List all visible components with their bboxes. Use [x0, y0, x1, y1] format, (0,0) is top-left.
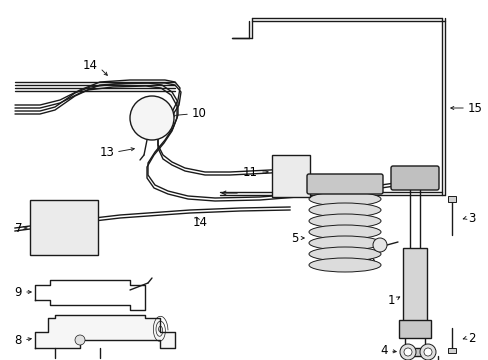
Circle shape	[75, 335, 85, 345]
Circle shape	[423, 348, 431, 356]
Text: 2: 2	[467, 332, 474, 345]
Text: 7: 7	[15, 221, 22, 234]
Circle shape	[372, 238, 386, 252]
Text: 4: 4	[380, 343, 387, 356]
Bar	[402, 248, 426, 333]
FancyBboxPatch shape	[390, 166, 438, 190]
Bar	[400, 348, 428, 356]
Text: 14: 14	[82, 59, 97, 72]
Ellipse shape	[308, 247, 380, 261]
Polygon shape	[35, 315, 175, 348]
Text: 11: 11	[243, 166, 258, 179]
Ellipse shape	[308, 203, 380, 217]
Bar	[447, 348, 455, 353]
Text: 12: 12	[329, 189, 345, 202]
Text: 10: 10	[192, 107, 206, 120]
Text: 15: 15	[467, 102, 482, 114]
Ellipse shape	[308, 225, 380, 239]
Text: 9: 9	[15, 285, 22, 298]
Bar	[398, 320, 430, 338]
Text: 3: 3	[467, 212, 474, 225]
Ellipse shape	[308, 258, 380, 272]
Bar	[30, 200, 98, 255]
Circle shape	[399, 344, 415, 360]
Circle shape	[130, 96, 174, 140]
Ellipse shape	[308, 192, 380, 206]
Circle shape	[419, 344, 435, 360]
Text: 8: 8	[15, 333, 22, 346]
Ellipse shape	[308, 181, 380, 195]
Ellipse shape	[308, 236, 380, 250]
Text: 1: 1	[386, 293, 394, 306]
Circle shape	[403, 348, 411, 356]
Bar	[447, 196, 455, 202]
Text: 14: 14	[192, 216, 207, 229]
Text: 6: 6	[367, 253, 374, 266]
FancyBboxPatch shape	[306, 174, 382, 194]
Text: 5: 5	[290, 231, 297, 244]
Ellipse shape	[308, 214, 380, 228]
Bar	[271, 155, 309, 197]
Text: 13: 13	[100, 145, 115, 158]
